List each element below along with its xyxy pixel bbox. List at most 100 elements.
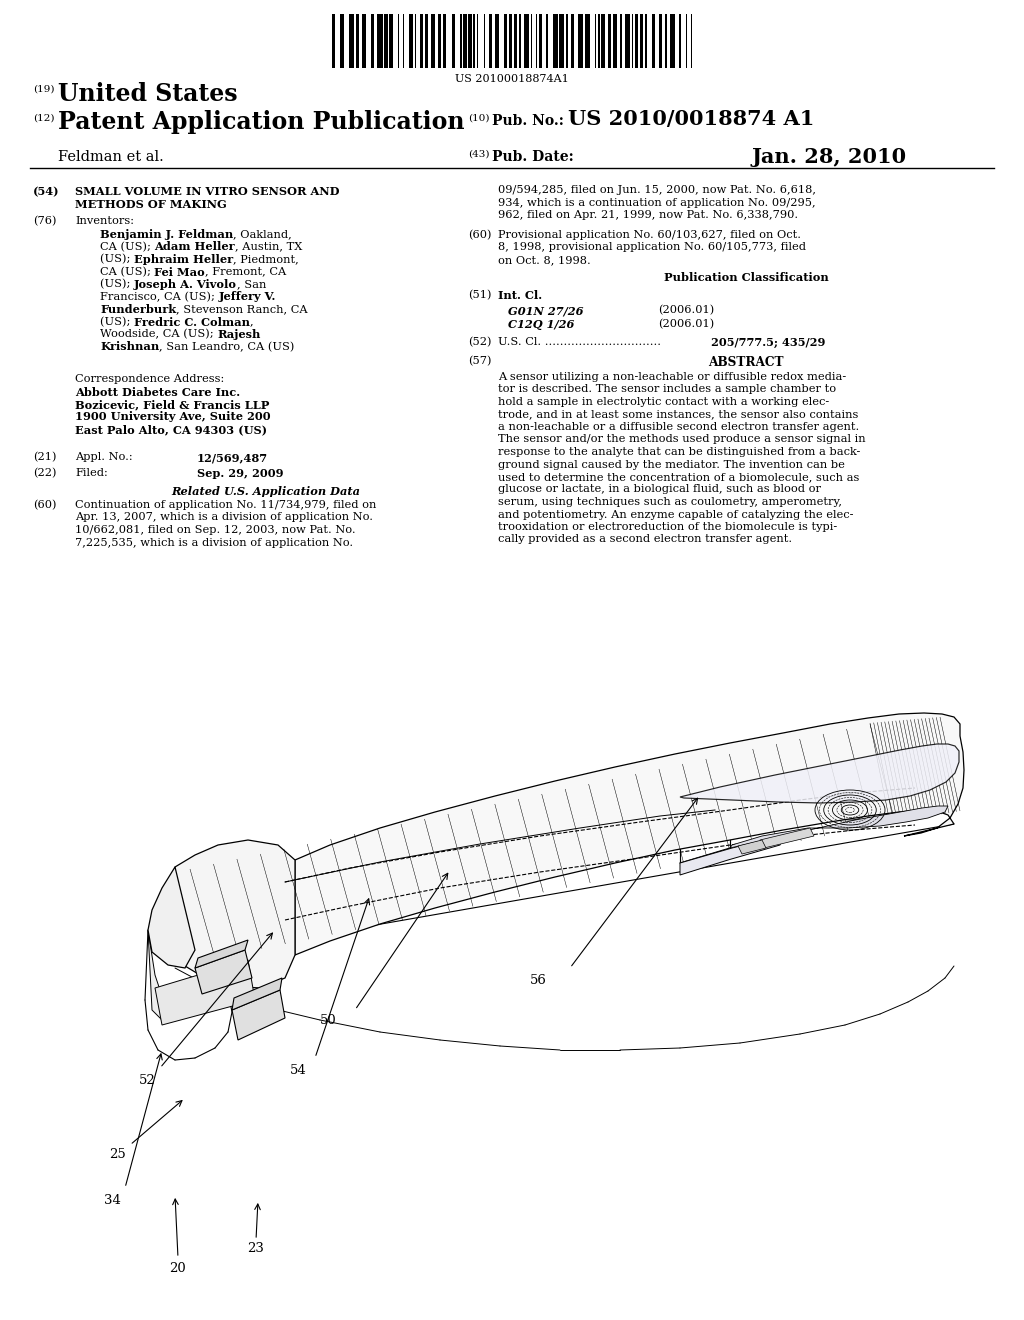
Text: Joseph A. Vivolo: Joseph A. Vivolo: [134, 279, 237, 290]
Text: Filed:: Filed:: [75, 469, 108, 478]
Polygon shape: [680, 744, 959, 803]
Bar: [496, 15, 499, 69]
Text: Francisco, CA (US);: Francisco, CA (US);: [100, 292, 218, 302]
Bar: [530, 15, 532, 69]
Text: 23: 23: [248, 1242, 264, 1254]
Text: (US);: (US);: [100, 317, 134, 327]
Text: Fredric C. Colman: Fredric C. Colman: [134, 317, 250, 327]
Text: Related U.S. Application Data: Related U.S. Application Data: [171, 486, 360, 498]
Bar: [402, 15, 404, 69]
Text: Int. Cl.: Int. Cl.: [498, 290, 542, 301]
Text: a non-leachable or a diffusible second electron transfer agent.: a non-leachable or a diffusible second e…: [498, 422, 859, 432]
Text: (54): (54): [33, 186, 59, 197]
Bar: [546, 15, 548, 69]
Bar: [349, 15, 354, 69]
Text: trode, and in at least some instances, the sensor also contains: trode, and in at least some instances, t…: [498, 409, 858, 420]
Text: Pub. Date:: Pub. Date:: [492, 150, 573, 164]
Bar: [431, 15, 435, 69]
Text: , Fremont, CA: , Fremont, CA: [205, 267, 287, 276]
Text: Provisional application No. 60/103,627, filed on Oct.: Provisional application No. 60/103,627, …: [498, 230, 801, 240]
Text: 34: 34: [103, 1193, 121, 1206]
Text: response to the analyte that can be distinguished from a back-: response to the analyte that can be dist…: [498, 447, 860, 457]
Bar: [539, 15, 543, 69]
Text: 934, which is a continuation of application No. 09/295,: 934, which is a continuation of applicat…: [498, 198, 816, 207]
Bar: [640, 15, 643, 69]
Text: Appl. No.:: Appl. No.:: [75, 451, 133, 462]
Text: hold a sample in electrolytic contact with a working elec-: hold a sample in electrolytic contact wi…: [498, 397, 829, 407]
Text: , Piedmont,: , Piedmont,: [233, 253, 299, 264]
Text: 10/662,081, filed on Sep. 12, 2003, now Pat. No.: 10/662,081, filed on Sep. 12, 2003, now …: [75, 525, 355, 535]
Bar: [686, 15, 687, 69]
Bar: [598, 15, 600, 69]
Text: U.S. Cl. ...............................: U.S. Cl. ...............................: [498, 337, 662, 347]
Polygon shape: [232, 978, 282, 1010]
Text: (21): (21): [33, 451, 56, 462]
Bar: [625, 15, 630, 69]
Bar: [632, 15, 634, 69]
Text: , Austin, TX: , Austin, TX: [236, 242, 302, 252]
Text: United States: United States: [58, 82, 238, 106]
Text: Abbott Diabetes Care Inc.: Abbott Diabetes Care Inc.: [75, 387, 240, 397]
Text: Rajesh: Rajesh: [217, 329, 261, 341]
Text: Krishnan: Krishnan: [100, 342, 160, 352]
Bar: [389, 15, 392, 69]
Polygon shape: [195, 940, 248, 968]
Text: Bozicevic, Field & Francis LLP: Bozicevic, Field & Francis LLP: [75, 399, 269, 411]
Bar: [397, 15, 399, 69]
Text: (51): (51): [468, 290, 492, 301]
Text: 25: 25: [110, 1148, 126, 1162]
Text: ground signal caused by the mediator. The invention can be: ground signal caused by the mediator. Th…: [498, 459, 845, 470]
Text: G01N 27/26: G01N 27/26: [508, 305, 584, 315]
Text: on Oct. 8, 1998.: on Oct. 8, 1998.: [498, 255, 591, 265]
Text: CA (US);: CA (US);: [100, 242, 155, 252]
Text: (US);: (US);: [100, 253, 134, 264]
Bar: [666, 15, 667, 69]
Text: 20: 20: [170, 1262, 186, 1275]
Text: METHODS OF MAKING: METHODS OF MAKING: [75, 198, 226, 210]
Text: (10): (10): [468, 114, 489, 123]
Bar: [595, 15, 596, 69]
Text: 8, 1998, provisional application No. 60/105,773, filed: 8, 1998, provisional application No. 60/…: [498, 243, 806, 252]
Text: 12/569,487: 12/569,487: [197, 451, 268, 463]
Text: (57): (57): [468, 356, 492, 367]
Bar: [504, 15, 507, 69]
Bar: [483, 15, 485, 69]
Bar: [635, 15, 638, 69]
Polygon shape: [730, 807, 948, 847]
Bar: [608, 15, 611, 69]
Bar: [645, 15, 647, 69]
Text: Correspondence Address:: Correspondence Address:: [75, 374, 224, 384]
Bar: [671, 15, 676, 69]
Text: 54: 54: [290, 1064, 306, 1077]
Text: used to determine the concentration of a biomolecule, such as: used to determine the concentration of a…: [498, 473, 859, 482]
Text: (US);: (US);: [100, 279, 134, 289]
Bar: [332, 15, 336, 69]
Text: , San: , San: [237, 279, 266, 289]
Text: cally provided as a second electron transfer agent.: cally provided as a second electron tran…: [498, 535, 793, 544]
Text: US 20100018874A1: US 20100018874A1: [455, 74, 569, 84]
Text: tor is described. The sensor includes a sample chamber to: tor is described. The sensor includes a …: [498, 384, 837, 395]
Text: Jan. 28, 2010: Jan. 28, 2010: [752, 147, 907, 168]
Bar: [620, 15, 622, 69]
Bar: [536, 15, 538, 69]
Text: Pub. No.:: Pub. No.:: [492, 114, 564, 128]
Bar: [488, 15, 492, 69]
Bar: [443, 15, 446, 69]
Text: Benjamin J. Feldman: Benjamin J. Feldman: [100, 228, 233, 240]
Bar: [460, 15, 462, 69]
Bar: [652, 15, 655, 69]
Text: Apr. 13, 2007, which is a division of application No.: Apr. 13, 2007, which is a division of ap…: [75, 512, 373, 523]
Bar: [468, 15, 472, 69]
Text: trooxidation or electroreduction of the biomolecule is typi-: trooxidation or electroreduction of the …: [498, 521, 838, 532]
Bar: [463, 15, 467, 69]
Text: 56: 56: [529, 974, 547, 986]
Text: (22): (22): [33, 469, 56, 478]
Text: Ephraim Heller: Ephraim Heller: [134, 253, 233, 265]
Polygon shape: [738, 840, 766, 854]
Bar: [679, 15, 681, 69]
Text: 09/594,285, filed on Jun. 15, 2000, now Pat. No. 6,618,: 09/594,285, filed on Jun. 15, 2000, now …: [498, 185, 816, 195]
Polygon shape: [680, 836, 784, 875]
Text: (76): (76): [33, 216, 56, 226]
Text: CA (US);: CA (US);: [100, 267, 155, 277]
Text: Jeffery V.: Jeffery V.: [218, 292, 275, 302]
